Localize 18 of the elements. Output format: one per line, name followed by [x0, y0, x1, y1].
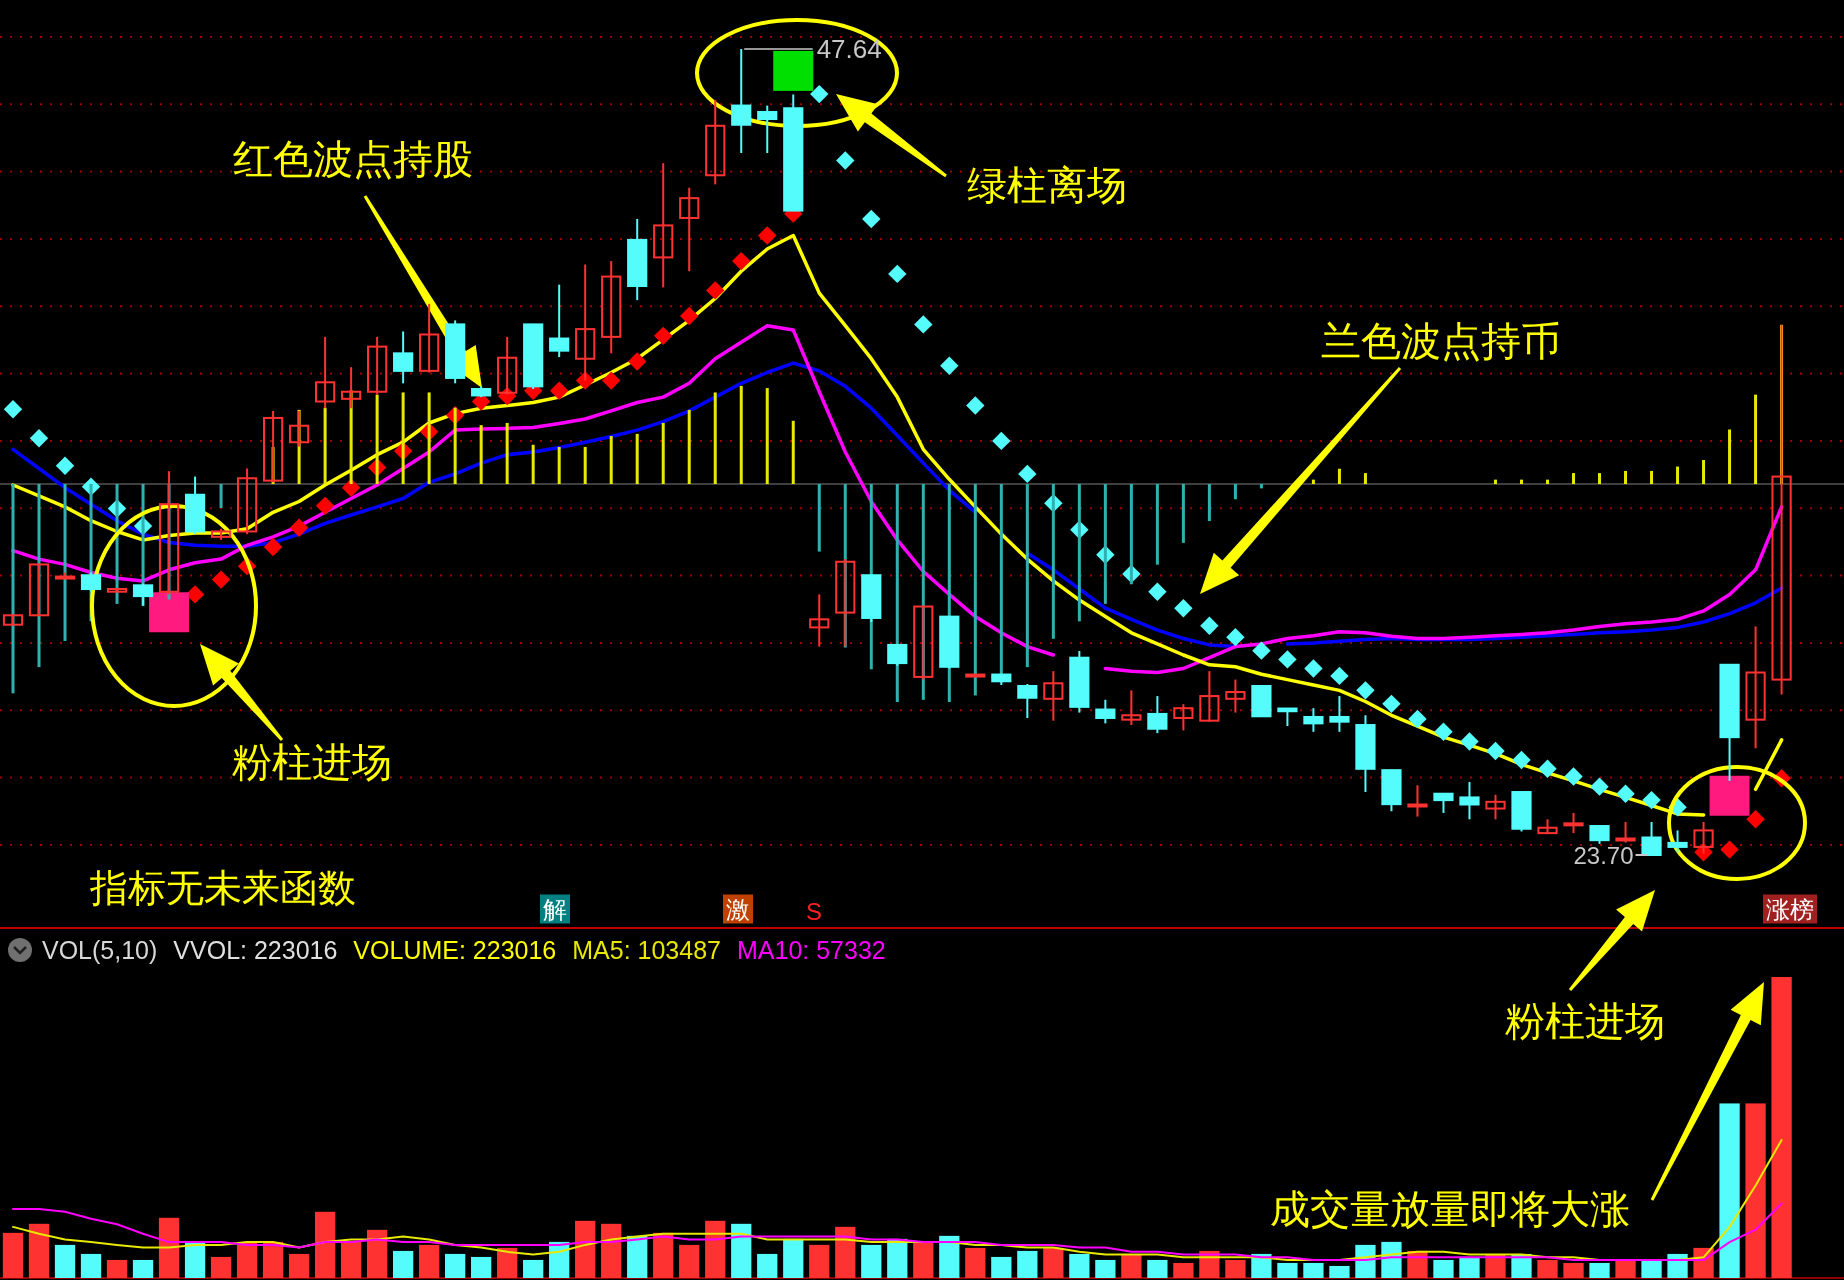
text: 激: [726, 895, 750, 923]
text: 涨榜: [1766, 895, 1814, 923]
annotation: 成交量放量即将大涨: [1270, 1187, 1630, 1231]
text: 指标无未来函数: [89, 867, 356, 909]
annotation: 红色波点持股: [233, 137, 473, 181]
annotation: 粉柱进场: [1505, 999, 1665, 1043]
annotation: 47.64: [816, 34, 882, 64]
annotation: 粉柱进场: [232, 740, 392, 784]
text: MA5: 103487: [572, 936, 721, 964]
text: VVOL: 223016: [173, 936, 338, 964]
text: VOLUME: 223016: [353, 936, 557, 964]
annotation: 23.70: [1573, 841, 1634, 869]
chart-title: VOL(5,10): [42, 936, 158, 964]
text: MA10: 57332: [736, 936, 886, 964]
text: 解: [543, 895, 567, 923]
annotation: 兰色波点持币: [1321, 319, 1561, 363]
annotation: 绿柱离场: [967, 163, 1127, 207]
text: S: [805, 897, 823, 925]
